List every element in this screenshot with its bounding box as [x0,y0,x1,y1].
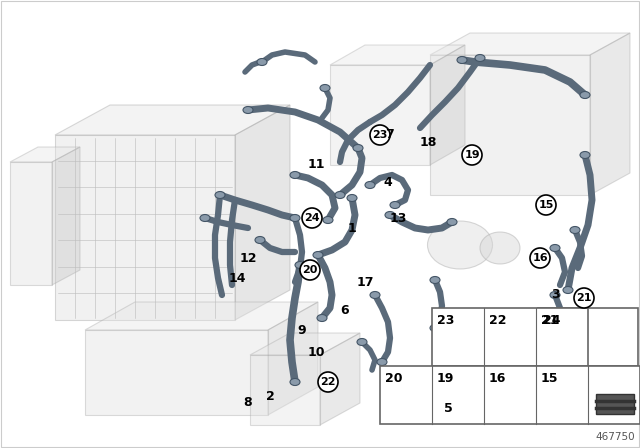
Ellipse shape [480,232,520,264]
Text: 20: 20 [385,372,403,385]
Text: 13: 13 [389,211,406,224]
Polygon shape [52,147,80,285]
Text: 23: 23 [372,130,388,140]
Ellipse shape [335,191,345,198]
Ellipse shape [200,215,210,221]
Text: 1: 1 [348,221,356,234]
Polygon shape [235,105,290,320]
Ellipse shape [570,227,580,233]
Text: 20: 20 [302,265,317,275]
Text: 15: 15 [541,372,559,385]
Polygon shape [85,302,318,330]
Polygon shape [590,33,630,195]
Ellipse shape [563,287,573,293]
Ellipse shape [317,314,327,322]
Circle shape [370,125,390,145]
Text: 7: 7 [386,129,394,142]
Text: 19: 19 [437,372,454,385]
Ellipse shape [290,379,300,385]
Ellipse shape [257,59,267,65]
Text: 14: 14 [228,271,246,284]
Polygon shape [430,33,630,55]
Polygon shape [430,45,465,165]
Ellipse shape [357,339,367,345]
Text: 22: 22 [489,314,506,327]
Polygon shape [10,147,80,162]
Text: 10: 10 [307,345,324,358]
Bar [380,366,640,424]
Text: 12: 12 [239,251,257,264]
Ellipse shape [390,202,400,208]
Polygon shape [596,394,634,414]
Text: 6: 6 [340,303,349,316]
Ellipse shape [385,211,395,219]
Text: 24: 24 [304,213,320,223]
Circle shape [300,260,320,280]
Circle shape [302,208,322,228]
Text: 8: 8 [244,396,252,409]
Circle shape [318,372,338,392]
Text: 18: 18 [419,137,436,150]
Text: 17: 17 [356,276,374,289]
Ellipse shape [457,56,467,64]
Text: 3: 3 [552,289,560,302]
Ellipse shape [320,85,330,91]
Ellipse shape [428,221,493,269]
Ellipse shape [313,251,323,258]
Polygon shape [10,162,52,285]
Polygon shape [55,135,235,320]
Ellipse shape [370,292,380,298]
Ellipse shape [580,151,590,159]
Text: 21: 21 [576,293,592,303]
Text: 22: 22 [320,377,336,387]
Ellipse shape [550,292,560,298]
Ellipse shape [290,215,300,221]
Text: 9: 9 [298,323,307,336]
Ellipse shape [243,107,253,113]
Ellipse shape [430,276,440,284]
Ellipse shape [430,324,440,332]
Ellipse shape [455,314,465,322]
Polygon shape [55,105,290,135]
Text: 5: 5 [444,401,452,414]
Text: 23: 23 [437,314,454,327]
Ellipse shape [353,145,363,151]
Polygon shape [330,65,430,165]
Text: 467750: 467750 [595,432,635,442]
Text: 11: 11 [307,159,324,172]
Ellipse shape [323,216,333,224]
Polygon shape [85,330,268,415]
Ellipse shape [295,262,305,268]
Text: 15: 15 [538,200,554,210]
Ellipse shape [580,91,590,99]
Ellipse shape [550,245,560,251]
Text: 24: 24 [543,314,561,327]
Text: 4: 4 [383,177,392,190]
Circle shape [530,248,550,268]
Text: 16: 16 [489,372,506,385]
Ellipse shape [447,219,457,225]
Polygon shape [320,333,360,425]
Text: 2: 2 [266,389,275,402]
Circle shape [462,145,482,165]
Ellipse shape [255,237,265,244]
Ellipse shape [377,358,387,366]
Polygon shape [430,55,590,195]
Circle shape [574,288,594,308]
Ellipse shape [475,55,485,61]
Bar [432,308,588,366]
Polygon shape [250,333,360,355]
Bar [538,308,638,366]
Ellipse shape [215,191,225,198]
Text: 21: 21 [541,314,559,327]
Circle shape [536,195,556,215]
Text: 19: 19 [464,150,480,160]
Polygon shape [268,302,318,415]
Text: 16: 16 [532,253,548,263]
Ellipse shape [347,194,357,202]
Ellipse shape [365,181,375,189]
Ellipse shape [290,172,300,178]
Polygon shape [330,45,465,65]
Polygon shape [250,355,320,425]
